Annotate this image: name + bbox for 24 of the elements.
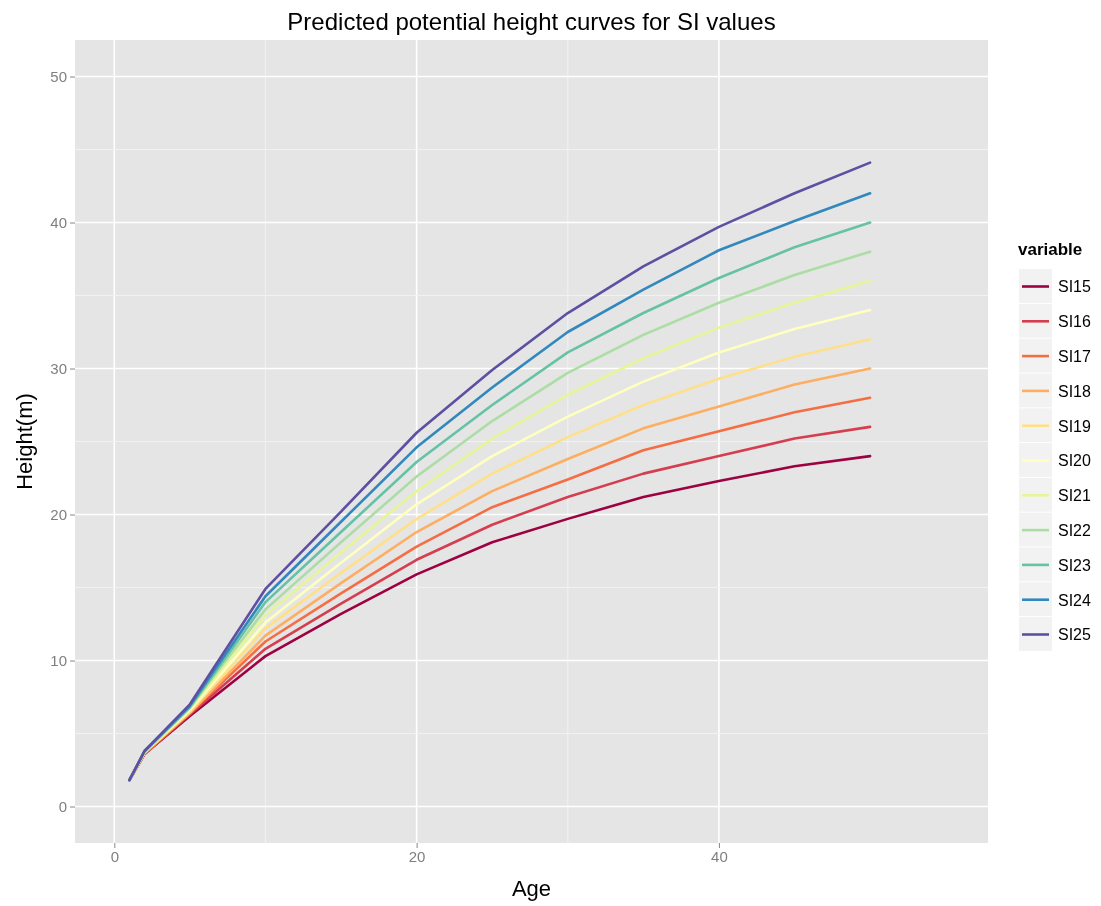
y-tick-label: 50: [50, 67, 67, 85]
x-tick-label: 20: [408, 847, 426, 865]
legend-label: SI22: [1058, 522, 1092, 540]
y-tick-label: 30: [50, 359, 67, 377]
legend-label: SI16: [1058, 313, 1092, 331]
legend-label: SI15: [1058, 278, 1092, 296]
legend-label: SI20: [1058, 452, 1092, 470]
y-tick-label: 10: [50, 651, 67, 669]
legend-title: variable: [1018, 240, 1083, 260]
chart-title: Predicted potential height curves for SI values: [287, 8, 776, 35]
y-axis-title: Height(m): [12, 393, 37, 490]
x-tick-label: 40: [711, 847, 728, 865]
legend-label: SI18: [1058, 382, 1092, 400]
legend-label: SI23: [1058, 556, 1092, 574]
legend-label: SI25: [1058, 626, 1092, 644]
x-axis-title: Age: [511, 876, 552, 901]
legend-label: SI19: [1058, 417, 1092, 435]
legend-label: SI21: [1058, 487, 1092, 505]
y-tick-label: 40: [50, 213, 67, 231]
x-tick-label: 0: [110, 847, 119, 865]
legend-label: SI17: [1058, 348, 1092, 366]
legend-label: SI24: [1058, 591, 1092, 609]
y-tick-label: 0: [58, 797, 67, 815]
y-tick-label: 20: [50, 505, 67, 523]
